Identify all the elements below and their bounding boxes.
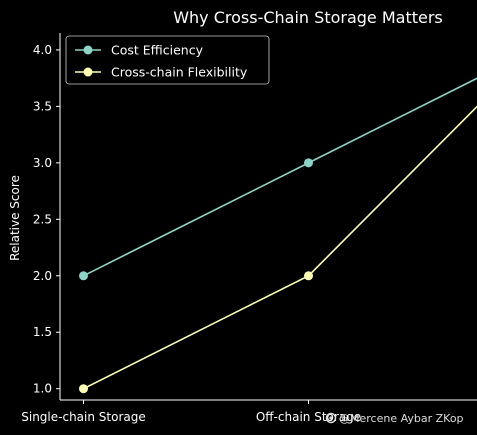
gear-icon <box>325 412 337 424</box>
y-tick-label: 3.5 <box>33 99 52 113</box>
legend-label: Cost Efficiency <box>111 43 204 58</box>
data-point <box>79 271 88 281</box>
x-tick-label: Single-chain Storage <box>21 410 145 424</box>
y-axis-label: Relative Score <box>8 175 22 261</box>
legend-label: Cross-chain Flexibility <box>111 65 248 80</box>
data-point <box>304 271 313 281</box>
y-tick-label: 3.0 <box>33 156 52 170</box>
legend-frame <box>65 35 270 85</box>
y-tick-label: 2.5 <box>33 212 52 226</box>
watermark: @Mercene Aybar ZKop <box>325 412 464 425</box>
data-point <box>304 158 313 168</box>
watermark-text: @Mercene Aybar ZKop <box>339 412 464 425</box>
y-tick-label: 4.0 <box>33 43 52 57</box>
series-line <box>83 105 477 390</box>
data-point <box>79 384 88 394</box>
legend-marker <box>83 67 93 77</box>
chart-title: Why Cross-Chain Storage Matters <box>173 8 443 27</box>
y-tick-label: 2.0 <box>33 269 52 283</box>
y-tick-label: 1.0 <box>33 382 52 396</box>
plot-area: 1.0 1.5 2.0 2.5 3.0 3.5 4.0 Single-chain Storag… <box>21 33 477 424</box>
legend-marker <box>83 45 93 55</box>
legend: Cost Efficiency Cross-chain Flexibility <box>65 35 270 85</box>
y-tick-label: 1.5 <box>33 325 52 339</box>
